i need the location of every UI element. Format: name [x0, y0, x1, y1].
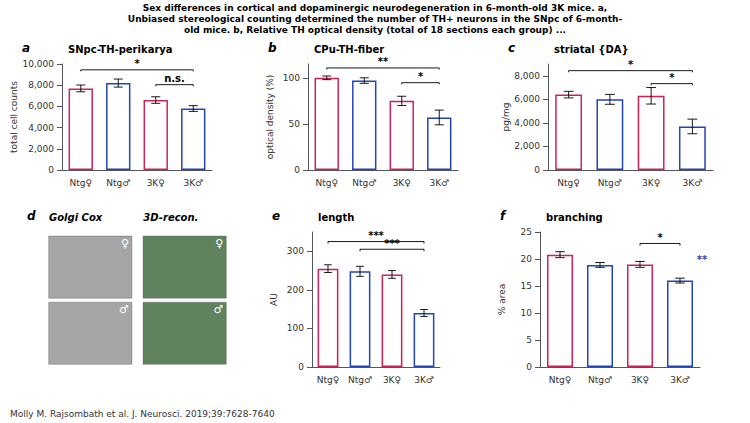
svg-text:b: b: [268, 41, 277, 55]
svg-text:*: *: [669, 72, 675, 83]
svg-text:*: *: [418, 71, 424, 82]
svg-text:Golgi Cox: Golgi Cox: [49, 212, 103, 223]
svg-text:pg/mg: pg/mg: [501, 103, 511, 132]
svg-text:2,000: 2,000: [514, 141, 540, 151]
svg-text:n.s.: n.s.: [164, 73, 185, 84]
svg-text:3K♂: 3K♂: [683, 178, 703, 188]
svg-text:3K♂: 3K♂: [183, 178, 203, 188]
svg-text:d: d: [27, 209, 36, 223]
svg-text:15: 15: [521, 281, 532, 291]
svg-text:4,000: 4,000: [28, 123, 54, 133]
svg-text:Molly M. Rajsombath et al. J.: Molly M. Rajsombath et al. J. Neurosci. …: [10, 409, 275, 419]
svg-text:optical density (%): optical density (%): [265, 75, 275, 160]
svg-text:100: 100: [287, 323, 304, 333]
svg-text:10,000: 10,000: [23, 59, 55, 69]
svg-text:4,000: 4,000: [514, 118, 540, 128]
svg-text:branching: branching: [546, 212, 603, 223]
svg-text:3K♂: 3K♂: [429, 178, 449, 188]
svg-text:3K♂: 3K♂: [670, 375, 690, 385]
svg-text:Ntg♀: Ntg♀: [69, 178, 92, 188]
svg-text:6,000: 6,000: [28, 101, 54, 111]
svg-text:3K♂: 3K♂: [414, 375, 434, 385]
svg-text:100: 100: [283, 73, 300, 83]
svg-text:3K♀: 3K♀: [393, 178, 411, 188]
svg-text:♂: ♂: [213, 303, 223, 316]
svg-text:3K♀: 3K♀: [631, 375, 649, 385]
svg-text:***: ***: [368, 230, 384, 241]
svg-text:10: 10: [521, 308, 533, 318]
svg-text:50: 50: [289, 119, 301, 129]
svg-text:length: length: [318, 212, 354, 223]
svg-text:% area: % area: [497, 284, 507, 315]
svg-text:Unbiased stereological countin: Unbiased stereological counting determin…: [128, 14, 623, 24]
svg-text:0: 0: [298, 362, 304, 372]
svg-text:3D-recon.: 3D-recon.: [143, 212, 198, 223]
svg-text:20: 20: [521, 254, 533, 264]
svg-text:3K♀: 3K♀: [147, 178, 165, 188]
svg-text:3K♀: 3K♀: [642, 178, 660, 188]
svg-text:0: 0: [294, 165, 300, 175]
svg-text:Ntg♀: Ntg♀: [557, 178, 580, 188]
svg-text:8,000: 8,000: [514, 71, 540, 81]
svg-text:a: a: [22, 41, 30, 55]
svg-text:e: e: [272, 209, 280, 223]
svg-text:**: **: [378, 56, 389, 67]
svg-text:Ntg♀: Ntg♀: [317, 375, 340, 385]
svg-text:f: f: [500, 209, 507, 223]
svg-text:c: c: [508, 41, 515, 55]
svg-text:♀: ♀: [121, 237, 129, 250]
svg-text:Ntg♂: Ntg♂: [106, 178, 130, 188]
svg-text:**: **: [697, 254, 708, 265]
svg-text:8,000: 8,000: [28, 80, 54, 90]
svg-text:***: ***: [384, 238, 400, 249]
svg-text:*: *: [628, 59, 634, 70]
svg-text:0: 0: [534, 165, 540, 175]
svg-text:♀: ♀: [215, 237, 223, 250]
svg-text:Ntg♂: Ntg♂: [348, 375, 372, 385]
svg-text:25: 25: [521, 227, 532, 237]
svg-text:Ntg♂: Ntg♂: [352, 178, 376, 188]
svg-text:CPu-TH-fiber: CPu-TH-fiber: [314, 44, 384, 55]
svg-text:SNpc-TH-perikarya: SNpc-TH-perikarya: [68, 44, 173, 55]
svg-text:*: *: [657, 232, 663, 243]
svg-text:*: *: [134, 58, 140, 69]
svg-text:AU: AU: [269, 293, 279, 306]
svg-text:200: 200: [287, 285, 304, 295]
svg-text:0: 0: [48, 165, 54, 175]
svg-text:0: 0: [526, 362, 532, 372]
svg-text:3K♀: 3K♀: [383, 375, 401, 385]
svg-text:5: 5: [526, 335, 532, 345]
svg-text:300: 300: [287, 246, 304, 256]
svg-text:Ntg♂: Ntg♂: [598, 178, 622, 188]
svg-text:Ntg♀: Ntg♀: [549, 375, 572, 385]
svg-text:Ntg♀: Ntg♀: [315, 178, 338, 188]
svg-text:Ntg♂: Ntg♂: [588, 375, 612, 385]
svg-text:♂: ♂: [119, 303, 129, 316]
svg-text:Sex differences in cortical an: Sex differences in cortical and dopamine…: [143, 3, 608, 13]
svg-text:total cell counts: total cell counts: [9, 81, 19, 153]
svg-text:striatal {DA}: striatal {DA}: [554, 44, 629, 56]
svg-text:6,000: 6,000: [514, 94, 540, 104]
svg-text:old mice. b, Relative TH optic: old mice. b, Relative TH optical density…: [184, 25, 566, 35]
svg-text:2,000: 2,000: [28, 144, 54, 154]
